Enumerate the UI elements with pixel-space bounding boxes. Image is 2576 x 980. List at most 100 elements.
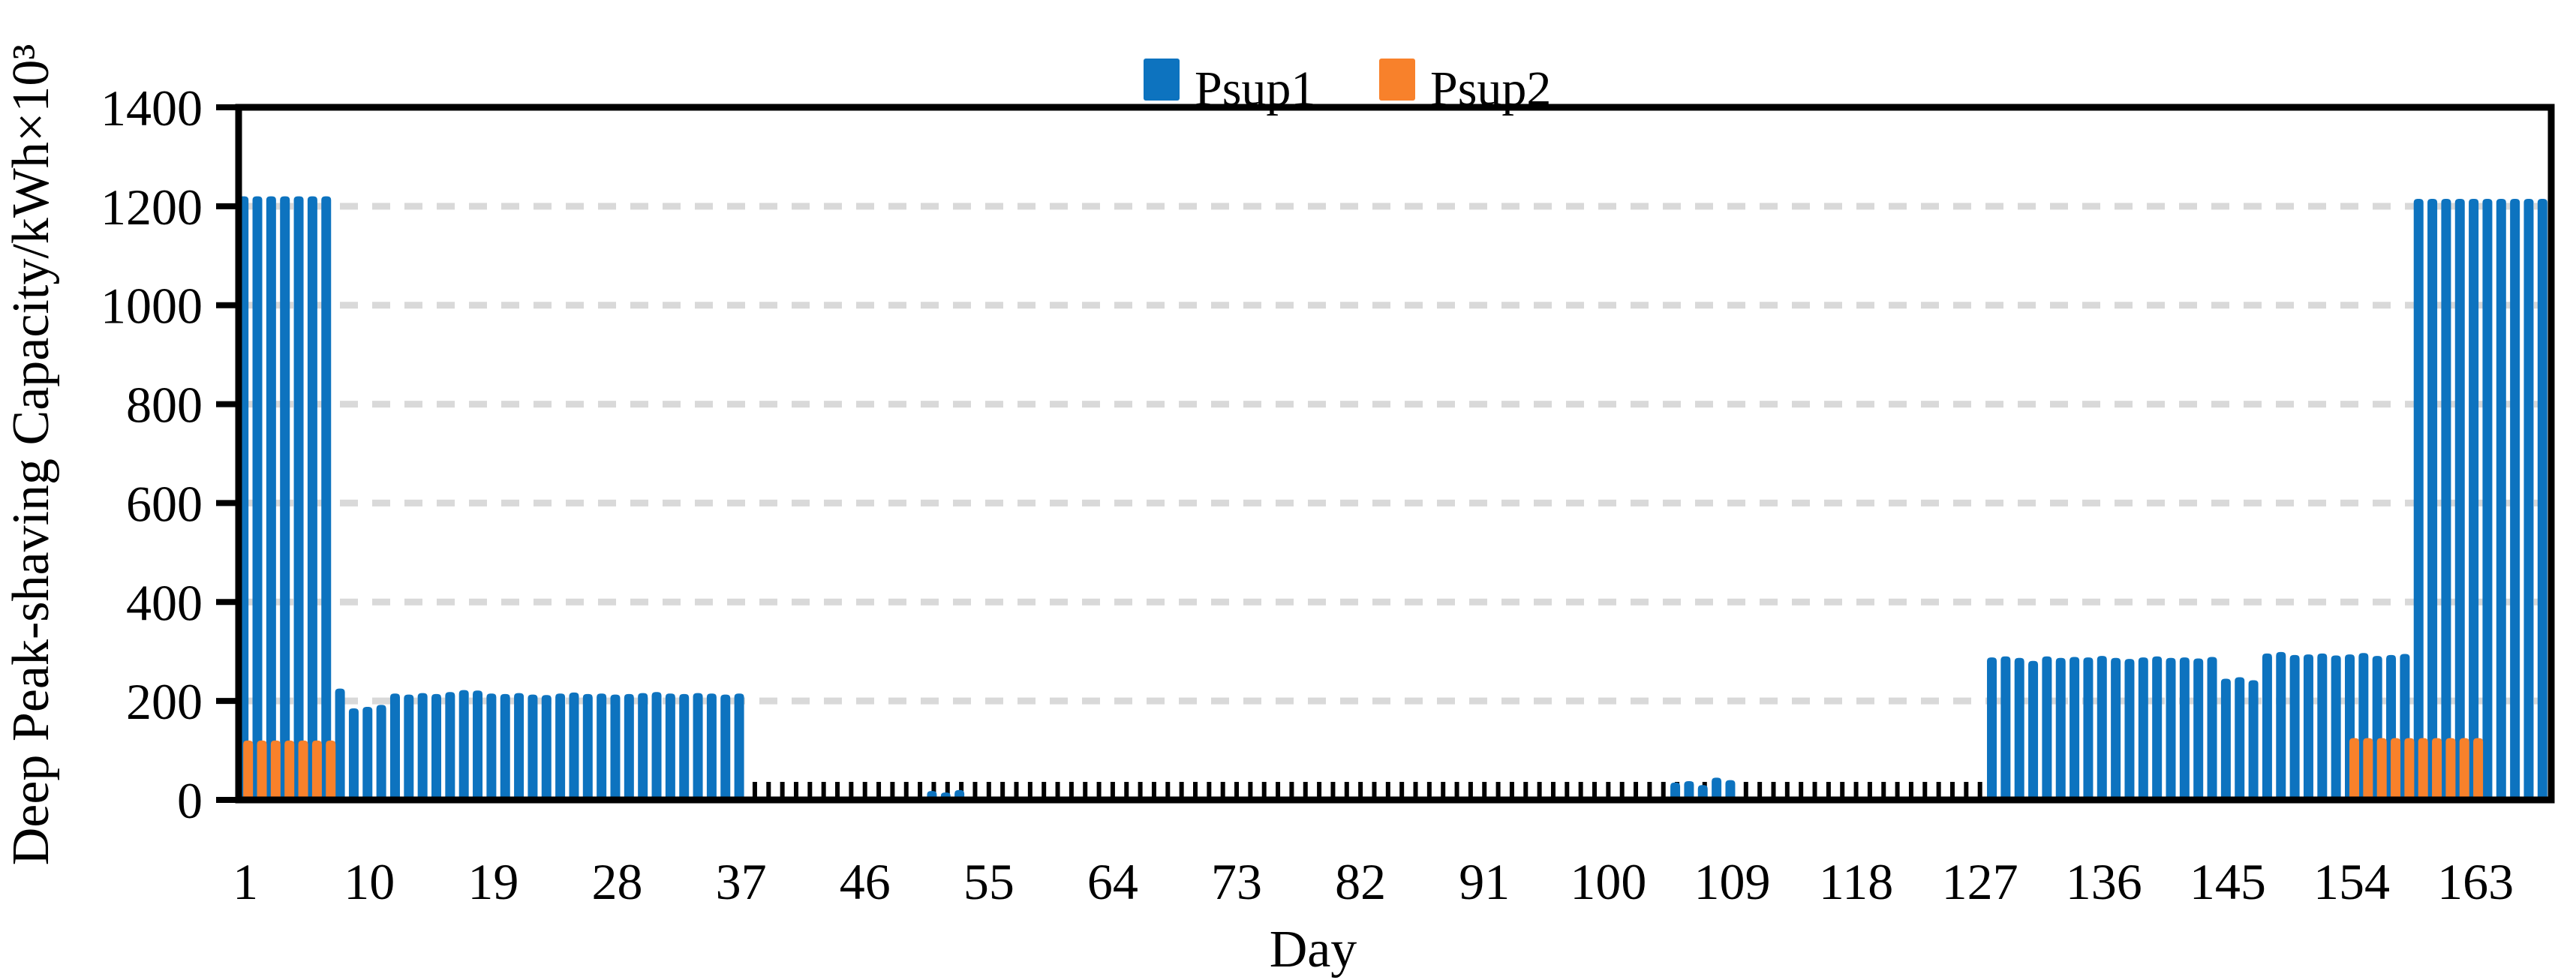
bar-psup1-day-128 <box>1987 657 1997 798</box>
bar-psup1-day-164 <box>2482 198 2493 798</box>
legend-label-psup1: Psup1 <box>1195 62 1315 116</box>
bar-psup1-day-166 <box>2510 198 2520 798</box>
bar-psup1-day-13 <box>404 694 414 798</box>
bar-psup1-day-129 <box>2000 656 2011 798</box>
bar-psup1-day-2 <box>252 196 263 799</box>
bar-psup1-day-163 <box>2469 198 2479 798</box>
bar-psup1-day-141 <box>2166 657 2176 798</box>
bar-psup1-day-27 <box>597 693 607 798</box>
gridline-layer <box>243 203 2547 705</box>
x-tick-label-46: 46 <box>840 853 891 910</box>
bar-psup1-day-134 <box>2070 657 2080 798</box>
bar-psup2-day-158 <box>2404 738 2415 798</box>
bar-psup2-day-156 <box>2376 738 2387 798</box>
x-axis-title: Day <box>1270 921 1357 978</box>
bar-psup2-day-6 <box>311 740 322 798</box>
bar-psup2-day-2 <box>257 740 267 798</box>
bar-psup1-day-142 <box>2179 657 2190 798</box>
bar-psup1-day-30 <box>638 693 648 798</box>
bar-psup2-day-4 <box>284 740 295 798</box>
bar-psup1-day-144 <box>2207 657 2217 798</box>
y-axis-title: Deep Peak-shaving Capacity/kWh×10³ <box>2 44 60 866</box>
y-axis-tick-layer <box>216 104 239 803</box>
bar-psup1-day-149 <box>2276 651 2286 798</box>
bar-psup2-day-160 <box>2432 738 2442 798</box>
bar-psup2-day-159 <box>2418 738 2428 798</box>
bar-psup1-day-137 <box>2111 657 2121 798</box>
y-tick-label-1000: 1000 <box>101 278 203 335</box>
y-tick-label-1200: 1200 <box>101 179 203 236</box>
bar-psup1-day-168 <box>2537 198 2547 798</box>
legend-label-psup2: Psup2 <box>1430 62 1551 116</box>
plot-border <box>235 104 2555 804</box>
x-tick-label-109: 109 <box>1694 853 1770 910</box>
x-tick-label-19: 19 <box>467 853 519 910</box>
y-tick-label-800: 800 <box>126 377 203 434</box>
bar-psup1-day-16 <box>445 692 455 798</box>
x-tick-label-127: 127 <box>1942 853 2018 910</box>
legend-swatch-psup1 <box>1144 59 1180 101</box>
bar-psup1-day-151 <box>2303 654 2313 798</box>
y-tick-label-400: 400 <box>126 574 203 631</box>
bar-psup1-day-135 <box>2083 657 2094 798</box>
bar-psup1-day-161 <box>2441 198 2451 798</box>
bar-psup1-day-21 <box>514 693 525 798</box>
bar-psup1-day-167 <box>2523 198 2534 798</box>
bar-psup1-day-4 <box>280 196 290 799</box>
bar-psup1-day-138 <box>2124 659 2135 798</box>
x-axis-label-layer: 1 10 19 28 37 46 55 64 73 82 91 100 109 118 127 136 145 1… <box>233 853 2514 910</box>
y-tick-label-600: 600 <box>126 475 203 532</box>
bar-psup1-day-20 <box>500 693 510 798</box>
bar-psup1-day-3 <box>266 196 276 799</box>
bar-psup1-day-37 <box>734 693 744 798</box>
bar-psup1-day-23 <box>541 695 552 798</box>
bar-psup1-day-150 <box>2289 654 2300 798</box>
bar-psup2-day-161 <box>2445 738 2456 798</box>
y-tick-label-200: 200 <box>126 673 203 730</box>
bar-psup1-day-11 <box>376 705 386 798</box>
bar-psup1-day-145 <box>2220 678 2231 798</box>
bar-psup2-day-157 <box>2391 738 2401 798</box>
x-tick-label-136: 136 <box>2066 853 2142 910</box>
x-tick-label-73: 73 <box>1211 853 1262 910</box>
bar-psup2-day-162 <box>2459 738 2469 798</box>
bar-psup1-day-29 <box>624 693 634 798</box>
bar-psup2-day-7 <box>326 740 336 798</box>
bar-psup1-day-146 <box>2235 677 2245 798</box>
bar-psup1-day-130 <box>2014 657 2024 798</box>
bar-psup1-day-36 <box>720 694 731 798</box>
bar-psup1-day-24 <box>555 693 566 798</box>
bar-psup1-day-108 <box>1712 777 1722 798</box>
bar-psup1-day-26 <box>582 693 593 798</box>
y-axis-label-layer: 0 200 400 600 800 1000 1200 1400 <box>101 80 203 829</box>
bar-psup1-day-8 <box>335 688 345 798</box>
bar-psup1-day-131 <box>2028 660 2039 798</box>
x-tick-label-37: 37 <box>716 853 767 910</box>
bar-psup1-day-9 <box>348 708 359 798</box>
x-tick-label-10: 10 <box>344 853 395 910</box>
bar-psup1-day-109 <box>1725 780 1736 798</box>
x-tick-label-55: 55 <box>963 853 1014 910</box>
bar-psup1-day-152 <box>2317 653 2328 798</box>
bar-psup1-day-160 <box>2427 198 2438 798</box>
bar-psup1-day-105 <box>1670 782 1681 798</box>
x-tick-label-163: 163 <box>2437 853 2514 910</box>
bar-psup2-day-155 <box>2363 738 2373 798</box>
bar-psup1-day-147 <box>2248 680 2259 798</box>
bar-psup1-day-6 <box>307 196 317 799</box>
x-tick-label-28: 28 <box>591 853 642 910</box>
bar-psup1-day-133 <box>2055 657 2066 798</box>
bar-psup1-day-12 <box>389 693 400 798</box>
bar-psup1-day-132 <box>2042 656 2052 798</box>
bar-psup1-day-22 <box>528 694 538 798</box>
bar-psup1-day-34 <box>693 693 703 798</box>
x-tick-label-82: 82 <box>1335 853 1386 910</box>
x-tick-label-118: 118 <box>1819 853 1893 910</box>
bar-psup1-day-33 <box>679 693 690 798</box>
bar-psup1-day-25 <box>569 692 579 798</box>
bar-psup2-day-5 <box>298 740 308 798</box>
x-tick-label-1: 1 <box>233 853 258 910</box>
bar-psup1-day-35 <box>706 693 717 798</box>
bar-psup2-day-154 <box>2349 738 2359 798</box>
